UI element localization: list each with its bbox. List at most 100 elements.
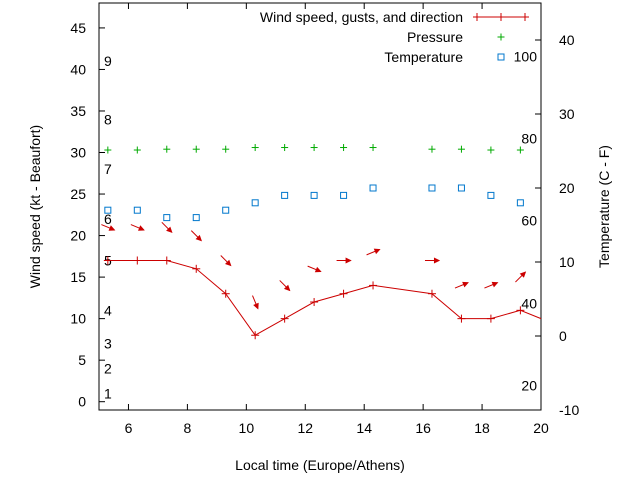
wind-direction-arrow bbox=[515, 271, 527, 283]
y-left-tick-label: 45 bbox=[70, 20, 86, 36]
wind-speed-point bbox=[133, 256, 142, 265]
legend-swatch-pressure bbox=[497, 33, 505, 41]
pressure-point bbox=[457, 145, 465, 153]
wind-direction-arrow bbox=[101, 224, 116, 231]
temperature-point bbox=[369, 184, 377, 192]
x-tick-label: 16 bbox=[415, 420, 431, 436]
wind-direction-arrow-head bbox=[108, 225, 116, 231]
wind-direction-arrow bbox=[336, 257, 352, 264]
legend-label-temperature: Temperature bbox=[384, 49, 463, 65]
beaufort-label: 9 bbox=[104, 53, 112, 69]
legend-swatch-wind-tick-left bbox=[473, 13, 481, 21]
wind-direction-arrow-head bbox=[519, 271, 527, 278]
y-left-tick-label: 0 bbox=[78, 394, 86, 410]
pressure-point bbox=[192, 145, 200, 153]
beaufort-label: 7 bbox=[104, 161, 112, 177]
pressure-point bbox=[340, 144, 348, 152]
y-left-axis-label: Wind speed (kt - Beaufort) bbox=[27, 125, 43, 288]
temperature-point bbox=[222, 206, 230, 214]
pressure-point bbox=[487, 146, 495, 154]
wind-direction-arrow bbox=[190, 230, 203, 242]
temperature-point bbox=[163, 214, 171, 222]
wind-speed-point bbox=[192, 264, 201, 273]
y-left-tick-label: 5 bbox=[78, 352, 86, 368]
pressure-point bbox=[516, 146, 524, 154]
wind-direction-arrow bbox=[130, 224, 145, 231]
wind-direction-arrow bbox=[424, 257, 441, 264]
x-tick-label: 20 bbox=[533, 420, 549, 436]
temperature-point bbox=[281, 191, 289, 199]
x-tick-label: 8 bbox=[184, 420, 192, 436]
temperature-point bbox=[104, 206, 112, 214]
y-left-tick-label: 40 bbox=[70, 61, 86, 77]
wind-direction-arrow bbox=[252, 295, 259, 310]
plot-frame bbox=[98, 2, 542, 411]
legend-swatch-wind-tick-right bbox=[521, 13, 529, 21]
pressure-point bbox=[104, 146, 112, 154]
temperature-point bbox=[457, 184, 465, 192]
legend-label-wind: Wind speed, gusts, and direction bbox=[260, 9, 463, 25]
fahrenheit-label: 100 bbox=[514, 48, 538, 64]
wind-speed-point bbox=[251, 331, 260, 340]
legend-swatch-temperature bbox=[497, 53, 505, 61]
fahrenheit-label: 20 bbox=[521, 378, 537, 394]
wind-speed-point bbox=[221, 289, 230, 298]
wind-direction-arrow-head bbox=[373, 248, 381, 255]
y-right-tick-label: 30 bbox=[559, 106, 575, 122]
y-right-tick-label: 0 bbox=[559, 328, 567, 344]
y-right-tick-label: -10 bbox=[559, 402, 579, 418]
fahrenheit-label: 80 bbox=[521, 130, 537, 146]
wind-speed-point bbox=[280, 314, 289, 323]
wind-direction-arrow bbox=[484, 281, 499, 289]
y-right-tick-label: 20 bbox=[559, 180, 575, 196]
x-tick-label: 18 bbox=[474, 420, 490, 436]
wind-direction-arrow-head bbox=[253, 302, 259, 310]
wind-speed-point bbox=[516, 306, 525, 315]
wind-speed-point bbox=[427, 289, 436, 298]
y-left-tick-label: 35 bbox=[70, 103, 86, 119]
wind-speed-point bbox=[369, 281, 378, 290]
pressure-point bbox=[369, 144, 377, 152]
fahrenheit-label: 40 bbox=[521, 295, 537, 311]
beaufort-label: 6 bbox=[104, 211, 112, 227]
pressure-point bbox=[281, 144, 289, 152]
x-tick-label: 14 bbox=[356, 420, 372, 436]
wind-direction-arrow bbox=[454, 281, 469, 289]
wind-direction-arrow-head bbox=[166, 226, 173, 234]
wind-speed-line bbox=[107, 259, 542, 336]
temperature-point bbox=[428, 184, 436, 192]
x-tick-label: 10 bbox=[239, 420, 255, 436]
fahrenheit-label: 60 bbox=[521, 213, 537, 229]
temperature-point bbox=[340, 191, 348, 199]
temperature-point bbox=[310, 191, 318, 199]
y-left-tick-label: 30 bbox=[70, 145, 86, 161]
wind-speed-point bbox=[339, 289, 348, 298]
y-right-axis-label: Temperature (C - F) bbox=[596, 145, 612, 268]
pressure-point bbox=[163, 145, 171, 153]
beaufort-label: 1 bbox=[104, 385, 112, 401]
wind-direction-arrow bbox=[161, 221, 173, 234]
y-left-tick-label: 25 bbox=[70, 186, 86, 202]
wind-direction-arrow-head bbox=[345, 257, 352, 264]
pressure-point bbox=[222, 145, 230, 153]
beaufort-label: 2 bbox=[104, 360, 112, 376]
wind-direction-arrow-head bbox=[314, 266, 322, 273]
temperature-point bbox=[192, 214, 200, 222]
beaufort-label: 8 bbox=[104, 111, 112, 127]
wind-speed-point bbox=[103, 256, 112, 265]
temperature-point bbox=[516, 199, 524, 207]
wind-direction-arrow bbox=[366, 248, 381, 256]
y-left-tick-label: 15 bbox=[70, 269, 86, 285]
wind-direction-arrow bbox=[307, 265, 322, 273]
x-axis-label: Local time (Europe/Athens) bbox=[235, 457, 405, 473]
wind-direction-arrow bbox=[279, 280, 291, 292]
wind-speed-point bbox=[457, 314, 466, 323]
pressure-point bbox=[133, 146, 141, 154]
x-tick-label: 6 bbox=[125, 420, 133, 436]
wind-direction-arrow-head bbox=[491, 281, 499, 288]
wind-direction-arrow-head bbox=[283, 284, 291, 292]
x-tick-label: 12 bbox=[297, 420, 313, 436]
temperature-point bbox=[487, 191, 495, 199]
